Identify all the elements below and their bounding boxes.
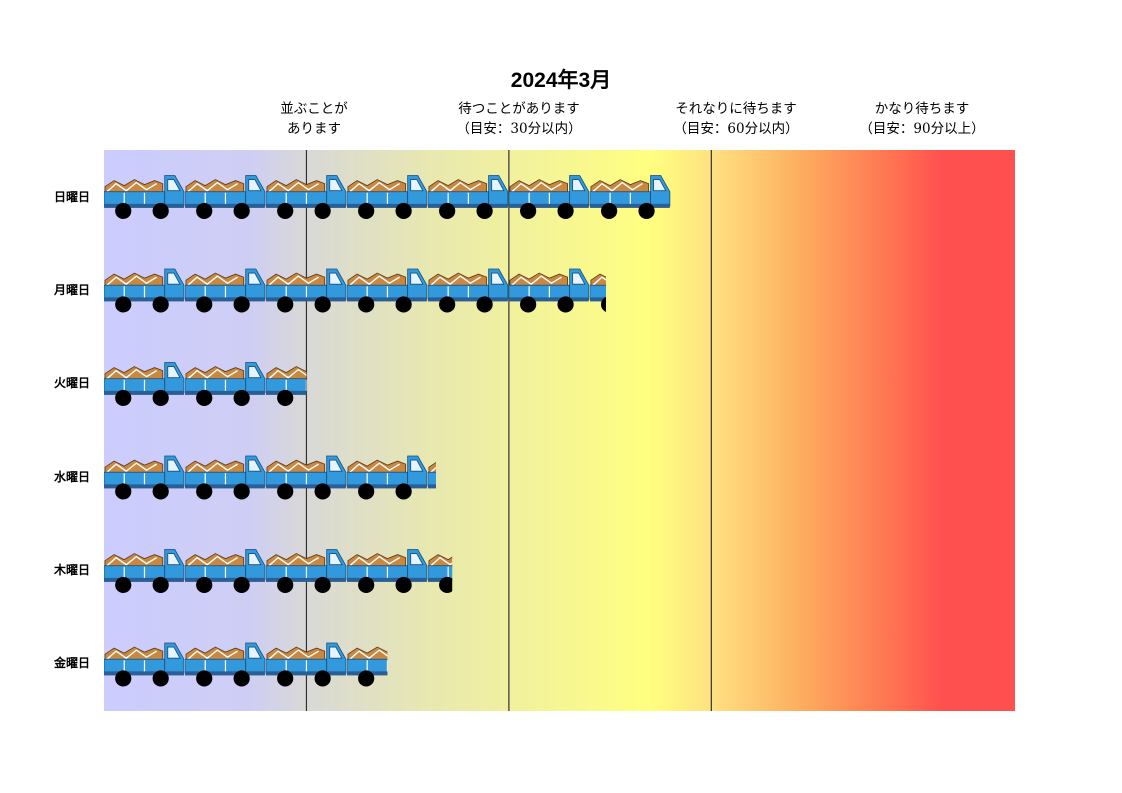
band-label-line: あります (287, 121, 341, 137)
row-label-wednesday: 水曜日 (53, 470, 90, 484)
row-label-tuesday: 火曜日 (53, 376, 90, 390)
band-label-line: （目安：60分以内） (673, 121, 799, 137)
chart-title: 2024年3月 (510, 69, 612, 92)
band-label-wait-90: かなり待ちます （目安：90分以上） (812, 99, 1032, 139)
row-label-friday: 金曜日 (53, 656, 90, 670)
band-label-line: かなり待ちます (874, 101, 970, 117)
row-label-monday: 月曜日 (53, 283, 90, 297)
row-label-thursday: 木曜日 (53, 563, 90, 577)
band-label-line: 待つことがあります (458, 101, 580, 117)
band-label-line: それなりに待ちます (675, 101, 797, 117)
wait-level-gradient (104, 150, 1015, 711)
band-label-line: （目安：30分以内） (456, 121, 582, 137)
band-label-wait-60: それなりに待ちます （目安：60分以内） (626, 99, 846, 139)
band-label-line: （目安：90分以上） (859, 121, 985, 137)
band-label-line: 並ぶことが (280, 101, 348, 117)
band-label-line-up: 並ぶことが あります (204, 99, 424, 139)
band-label-wait-30: 待つことがあります （目安：30分以内） (409, 99, 629, 139)
row-label-sunday: 日曜日 (53, 190, 90, 204)
